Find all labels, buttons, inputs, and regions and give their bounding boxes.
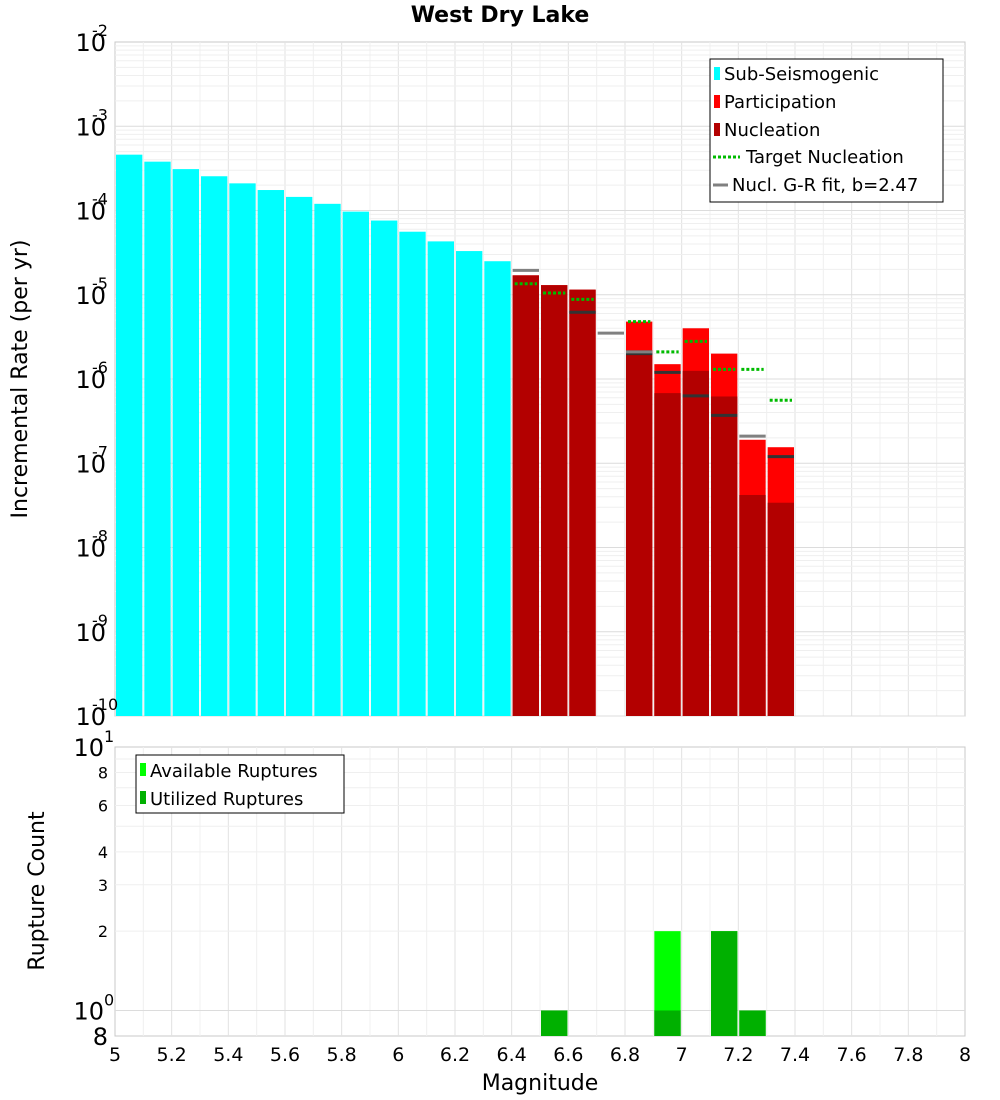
x-tick-label: 7.8: [893, 1044, 923, 1066]
sub-seismogenic-bar: [484, 261, 511, 716]
sub-seismogenic-bar: [201, 176, 228, 716]
sub-seismogenic-bar: [399, 231, 426, 717]
bottom-y-minor-tick-label: 8: [93, 1023, 108, 1051]
x-tick-label: 6.8: [610, 1044, 640, 1066]
top-legend: Sub-Seismogenic Participation Nucleation…: [709, 58, 944, 203]
sub-seismogenic-bar: [172, 169, 199, 716]
legend-label-available-ruptures: Available Ruptures: [150, 761, 318, 782]
sub-seismogenic-bar: [116, 154, 143, 716]
utilized-ruptures-bar: [711, 931, 738, 1036]
x-tick-label: 6.2: [440, 1044, 470, 1066]
legend-label-target-nucleation: Target Nucleation: [745, 147, 904, 168]
x-tick-label: 6.6: [553, 1044, 583, 1066]
top-y-tick-exponent: -8: [92, 527, 108, 546]
x-tick-label: 7.4: [780, 1044, 810, 1066]
legend-label-gr-fit: Nucl. G-R fit, b=2.47: [732, 175, 918, 196]
x-tick-label: 8: [959, 1044, 971, 1066]
legend-label-nucleation: Nucleation: [724, 120, 820, 141]
bottom-y-minor-tick-label: 6: [98, 796, 108, 815]
sub-seismogenic-bar: [314, 203, 341, 716]
sub-seismogenic-bar: [286, 196, 313, 717]
bottom-y-minor-tick-label: 3: [98, 876, 108, 895]
top-y-tick-label: 10: [75, 29, 106, 57]
top-y-tick-label: 10: [75, 619, 106, 647]
x-tick-label: 7.2: [723, 1044, 753, 1066]
sub-seismogenic-bar: [257, 190, 284, 716]
utilized-ruptures-bar: [541, 1010, 568, 1036]
legend-label-utilized-ruptures: Utilized Ruptures: [150, 789, 303, 810]
top-y-tick-label: 10: [75, 198, 106, 226]
nucleation-bar: [569, 289, 596, 716]
x-tick-label: 6.4: [497, 1044, 527, 1066]
legend-swatch-participation: [714, 95, 720, 108]
top-y-tick-exponent: -6: [92, 358, 108, 377]
chart-title: West Dry Lake: [411, 3, 590, 28]
bottom-y-minor-tick-label: 8: [98, 764, 108, 783]
top-y-tick-label: 10: [75, 366, 106, 394]
utilized-ruptures-bar: [739, 1010, 766, 1036]
top-legend-box: [709, 58, 944, 203]
bottom-y-tick-exponent: 0: [104, 990, 114, 1009]
sub-seismogenic-bar: [456, 251, 483, 717]
bottom-series-marks: [541, 931, 766, 1036]
top-y-tick-label: 10: [75, 113, 106, 141]
sub-seismogenic-bar: [371, 220, 398, 717]
bottom-y-axis-title: Rupture Count: [25, 811, 50, 971]
nucleation-bar: [767, 502, 794, 716]
nucleation-bar: [711, 396, 738, 716]
nucleation-bar: [739, 494, 766, 716]
top-y-tick-exponent: -9: [92, 611, 108, 630]
nucleation-bar: [512, 275, 539, 716]
sub-seismogenic-bar: [144, 161, 171, 717]
x-tick-label: 5.2: [157, 1044, 187, 1066]
legend-swatch-utilized-ruptures: [140, 791, 146, 804]
nucleation-bar: [682, 370, 709, 716]
x-tick-label: 6: [392, 1044, 404, 1066]
bottom-y-tick-label: 10: [73, 997, 104, 1025]
top-y-tick-exponent: -4: [92, 190, 108, 209]
top-y-tick-label: 10: [75, 450, 106, 478]
x-tick-label: 5.6: [270, 1044, 300, 1066]
legend-label-participation: Participation: [724, 92, 836, 113]
bottom-legend: Available Ruptures Utilized Ruptures: [135, 754, 345, 814]
x-tick-label: 5: [109, 1044, 121, 1066]
top-y-axis-title: Incremental Rate (per yr): [8, 240, 33, 519]
bottom-y-minor-tick-label: 4: [98, 843, 108, 862]
top-y-tick-label: 10: [75, 535, 106, 563]
nucleation-bar: [654, 393, 681, 716]
x-axis-title: Magnitude: [482, 1071, 599, 1096]
legend-swatch-nucleation: [714, 123, 720, 136]
bottom-y-minor-tick-label: 2: [98, 922, 108, 941]
top-y-tick-exponent: -2: [92, 21, 108, 40]
sub-seismogenic-bar: [427, 241, 454, 716]
legend-label-sub-seismogenic: Sub-Seismogenic: [724, 64, 879, 85]
top-y-tick-exponent: -7: [92, 442, 108, 461]
utilized-ruptures-bar: [654, 1010, 681, 1036]
sub-seismogenic-bar: [229, 183, 256, 716]
x-tick-label: 5.8: [327, 1044, 357, 1066]
top-y-tick-label: 10: [75, 282, 106, 310]
bottom-legend-box: [135, 754, 345, 814]
bottom-y-tick-label: 10: [73, 734, 104, 762]
nucleation-bar: [541, 285, 568, 716]
sub-seismogenic-bar: [342, 211, 369, 716]
top-y-tick-exponent: -3: [92, 105, 108, 124]
bottom-grid: [115, 747, 965, 1036]
top-y-tick-exponent: -5: [92, 274, 108, 293]
x-tick-label: 7: [676, 1044, 688, 1066]
legend-swatch-available-ruptures: [140, 763, 146, 776]
top-y-tick-label: 10: [75, 703, 106, 731]
bottom-y-tick-exponent: 1: [104, 727, 114, 746]
legend-swatch-sub-seismogenic: [714, 67, 720, 80]
top-grid: [115, 42, 965, 717]
top-y-tick-exponent: -10: [92, 695, 118, 714]
nucleation-bar: [626, 350, 653, 716]
top-series-marks: [116, 154, 794, 717]
x-tick-label: 7.6: [837, 1044, 867, 1066]
x-tick-label: 5.4: [213, 1044, 243, 1066]
